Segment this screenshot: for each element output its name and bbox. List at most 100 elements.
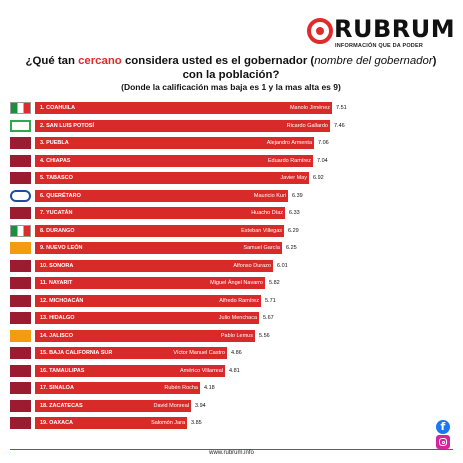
state-label: 10. SONORA bbox=[40, 263, 74, 269]
logo-ring-icon bbox=[307, 18, 333, 44]
title-part3: ) con la población? bbox=[182, 55, 437, 81]
state-label: 16. TAMAULIPAS bbox=[40, 368, 85, 374]
governor-label: Alfredo Ramírez bbox=[219, 298, 259, 304]
governor-label: Rubén Rocha bbox=[164, 385, 198, 391]
state-label: 13. HIDALGO bbox=[40, 315, 75, 321]
morena-party-icon bbox=[10, 347, 31, 359]
value-label: 4.86 bbox=[231, 350, 242, 356]
bar bbox=[35, 382, 200, 394]
morena-party-icon bbox=[10, 400, 31, 412]
title-part2: considera usted es el gobernador ( bbox=[121, 55, 315, 67]
morena-party-icon bbox=[10, 312, 31, 324]
governor-label: Esteban Villegas bbox=[241, 228, 282, 234]
morena-party-icon bbox=[10, 417, 31, 429]
bar bbox=[35, 277, 265, 289]
governor-label: Mauricio Kuri bbox=[253, 193, 286, 199]
bar bbox=[35, 190, 288, 202]
value-label: 4.18 bbox=[204, 385, 215, 391]
state-label: 4. CHIAPAS bbox=[40, 158, 71, 164]
governor-label: Miguel Ángel Navarro bbox=[210, 280, 263, 286]
footer-divider bbox=[10, 449, 453, 450]
governor-label: Julio Menchaca bbox=[218, 315, 257, 321]
state-label: 2. SAN LUIS POTOSÍ bbox=[40, 123, 94, 129]
governor-label: Alejandro Armenta bbox=[266, 140, 312, 146]
bar bbox=[35, 417, 187, 429]
value-label: 7.04 bbox=[317, 158, 328, 164]
bar bbox=[35, 225, 284, 237]
value-label: 7.51 bbox=[336, 105, 347, 111]
bar bbox=[35, 400, 191, 412]
value-label: 6.01 bbox=[277, 263, 288, 269]
state-label: 6. QUERÉTARO bbox=[40, 193, 81, 199]
governor-label: Eduardo Ramírez bbox=[267, 158, 311, 164]
state-label: 12. MICHOACÁN bbox=[40, 298, 84, 304]
state-label: 11. NAYARIT bbox=[40, 280, 73, 286]
value-label: 5.82 bbox=[269, 280, 280, 286]
state-label: 3. PUEBLA bbox=[40, 140, 69, 146]
state-label: 15. BAJA CALIFORNIA SUR bbox=[40, 350, 113, 356]
state-label: 5. TABASCO bbox=[40, 175, 73, 181]
value-label: 6.29 bbox=[288, 228, 299, 234]
bar bbox=[35, 137, 314, 149]
value-label: 5.56 bbox=[259, 333, 270, 339]
governor-label: Ricardo Gallardo bbox=[286, 123, 328, 129]
value-label: 6.39 bbox=[292, 193, 303, 199]
value-label: 7.06 bbox=[318, 140, 329, 146]
governor-label: Alfonso Durazo bbox=[233, 263, 271, 269]
pvem-party-icon bbox=[10, 120, 31, 132]
bar bbox=[35, 312, 259, 324]
bar bbox=[35, 207, 285, 219]
chart-subtitle: (Donde la calificación mas baja es 1 y l… bbox=[121, 82, 341, 92]
bar bbox=[35, 102, 332, 114]
chart-title: ¿Qué tan cercano considera usted es el g… bbox=[16, 54, 446, 82]
value-label: 6.25 bbox=[286, 245, 297, 251]
governor-label: Javier May bbox=[280, 175, 307, 181]
state-label: 1. COAHUILA bbox=[40, 105, 76, 111]
state-label: 8. DURANGO bbox=[40, 228, 75, 234]
morena-party-icon bbox=[10, 277, 31, 289]
governor-label: Huacho Díaz bbox=[251, 210, 283, 216]
bar bbox=[35, 155, 313, 167]
state-label: 17. SINALOA bbox=[40, 385, 74, 391]
governor-label: Víctor Manuel Castro bbox=[173, 350, 225, 356]
value-label: 6.92 bbox=[313, 175, 324, 181]
morena-party-icon bbox=[10, 260, 31, 272]
brand-name: RUBRUM bbox=[334, 15, 456, 43]
state-label: 14. JALISCO bbox=[40, 333, 74, 339]
state-label: 18. ZACATECAS bbox=[40, 403, 83, 409]
title-italic: nombre del gobernador bbox=[314, 55, 433, 67]
pan-party-icon bbox=[10, 190, 31, 202]
bar bbox=[35, 242, 282, 254]
title-accent: cercano bbox=[78, 55, 122, 67]
morena-party-icon bbox=[10, 365, 31, 377]
value-label: 3.85 bbox=[191, 420, 202, 426]
facebook-icon[interactable]: f bbox=[436, 420, 450, 434]
value-label: 4.81 bbox=[229, 368, 240, 374]
bar bbox=[35, 347, 227, 359]
morena-party-icon bbox=[10, 207, 31, 219]
state-label: 7. YUCATÁN bbox=[40, 210, 73, 216]
governor-label: Samuel García bbox=[243, 245, 280, 251]
value-label: 5.67 bbox=[263, 315, 274, 321]
bar bbox=[35, 260, 273, 272]
bar bbox=[35, 365, 225, 377]
governor-label: Américo Villarreal bbox=[180, 368, 223, 374]
mc-party-icon bbox=[10, 330, 31, 342]
footer-website[interactable]: www.rubrum.info bbox=[209, 450, 254, 456]
morena-party-icon bbox=[10, 172, 31, 184]
instagram-icon[interactable] bbox=[436, 435, 450, 449]
bar bbox=[35, 295, 261, 307]
value-label: 5.71 bbox=[265, 298, 276, 304]
morena-party-icon bbox=[10, 155, 31, 167]
pri-party-icon bbox=[10, 225, 31, 237]
morena-party-icon bbox=[10, 295, 31, 307]
morena-party-icon bbox=[10, 382, 31, 394]
pri-party-icon bbox=[10, 102, 31, 114]
value-label: 7.46 bbox=[334, 123, 345, 129]
governor-label: Manolo Jiménez bbox=[289, 105, 330, 111]
bar bbox=[35, 120, 330, 132]
value-label: 3.94 bbox=[195, 403, 206, 409]
bar bbox=[35, 330, 255, 342]
morena-party-icon bbox=[10, 137, 31, 149]
